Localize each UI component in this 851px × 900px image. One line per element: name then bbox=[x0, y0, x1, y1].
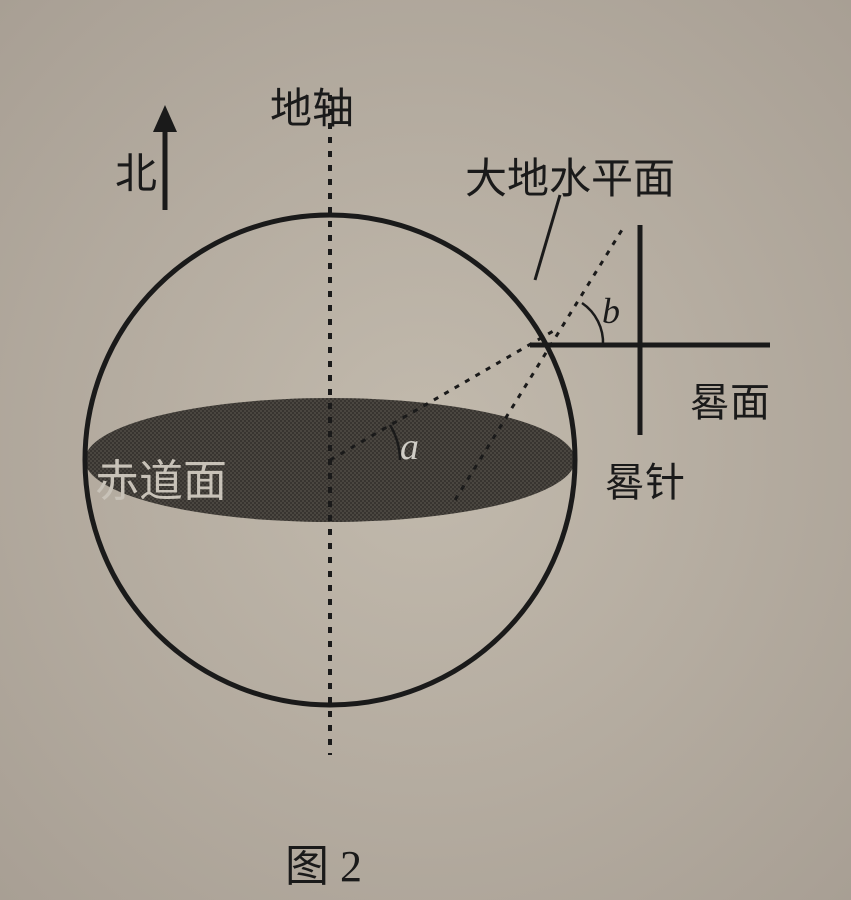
angle-a-label: a bbox=[400, 425, 419, 469]
north-label: 北 bbox=[115, 140, 157, 201]
angle-b-label: b bbox=[602, 290, 620, 332]
angle-b-arc bbox=[582, 303, 603, 345]
earth-sundial-diagram: 北 地轴 大地水平面 a b 晷面 晷针 赤道面 图 2 bbox=[0, 0, 851, 900]
north-arrow-head bbox=[153, 105, 177, 132]
gnomon-needle-label: 晷针 bbox=[605, 450, 685, 508]
axis-label: 地轴 bbox=[270, 75, 354, 136]
figure-caption: 图 2 bbox=[285, 830, 362, 894]
horizon-label-pointer bbox=[535, 195, 560, 280]
gnomon-face-label: 晷面 bbox=[690, 370, 770, 428]
horizon-label: 大地水平面 bbox=[465, 145, 675, 206]
equator-label: 赤道面 bbox=[95, 445, 227, 509]
